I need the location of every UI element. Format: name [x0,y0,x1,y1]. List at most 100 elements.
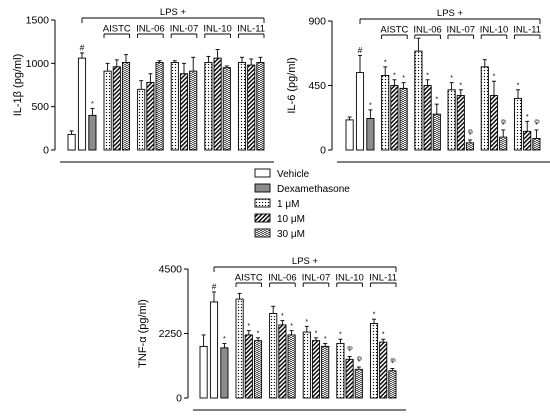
bar [77,57,87,151]
y-tick-label: 500 [31,101,49,113]
bar [278,324,287,399]
bar [170,62,179,151]
significance-mark-rotated: @ [357,356,363,361]
group-label: INL-06 [268,273,297,284]
bar [388,370,397,399]
bar [189,70,198,151]
y-axis-label: IL-6 (pg/ml) [286,57,298,113]
legend-swatch [254,168,271,178]
bar [137,88,146,151]
significance-mark: * [348,349,351,355]
significance-mark-rotated: @ [468,129,474,134]
bar [67,133,76,151]
group-label: AISTC [380,25,408,36]
legend-label: 1 μM [277,199,299,210]
bar [204,62,213,151]
significance-mark: * [382,332,385,339]
significance-mark: * [315,330,318,337]
legend-swatch [254,198,271,208]
bar [146,81,155,151]
significance-mark: * [358,360,361,366]
group-label: AISTC [235,273,263,284]
significance-mark: * [393,72,396,79]
y-tick-label: 4500 [159,264,183,276]
legend: Vehicle Dexamethasone 1 μM 10 μM 30 μM [254,168,350,240]
bar [379,341,388,399]
y-tick-label: 2250 [159,328,183,340]
y-tick-label: 1500 [26,15,50,27]
significance-mark: * [339,332,342,339]
group-label: INL-07 [302,273,331,284]
group-label: INL-07 [170,24,199,35]
legend-item: 1 μM [254,198,299,210]
bar [456,95,465,151]
significance-mark: * [517,82,520,89]
group-label: INL-10 [480,25,509,36]
bar [489,95,499,151]
group-label: INL-10 [203,24,232,35]
significance-mark: * [459,82,462,89]
bar [366,118,375,151]
bar [465,142,475,151]
significance-mark: * [450,75,453,82]
bar [423,85,432,151]
legend-item: Vehicle [254,168,310,180]
group-label: INL-11 [513,25,541,36]
significance-mark: * [502,123,505,129]
bar [287,334,296,399]
y-tick-label: 0 [176,393,182,405]
bar [237,62,247,151]
significance-mark: * [324,336,327,343]
legend-item: 10 μM [254,213,305,225]
bar [88,114,97,151]
significance-mark: * [257,330,260,337]
legend-item: Dexamethasone [254,183,350,195]
bar [235,298,244,399]
significance-mark: * [290,323,293,330]
y-tick-label: 450 [308,80,326,92]
significance-mark: * [526,114,529,121]
bar [253,340,263,399]
bar [213,57,222,151]
bar [112,66,121,151]
bar [336,343,345,399]
significance-mark: * [391,361,394,367]
bar [311,340,321,399]
significance-mark: * [373,312,376,319]
bar [121,62,131,151]
bar [209,301,219,399]
significance-mark: * [384,59,387,66]
significance-mark: * [535,123,538,129]
significance-mark: * [369,102,372,109]
bar [381,75,390,151]
y-tick-label: 900 [308,16,326,28]
bar [155,62,164,151]
bar [523,130,532,151]
bar [321,345,330,399]
bar [302,331,311,399]
bar [399,87,408,151]
bar [532,138,541,151]
significance-mark: * [281,313,284,320]
y-axis-label: IL-1β (pg/ml) [12,54,24,117]
lps-label: LPS + [160,7,187,18]
bar [355,72,365,151]
legend-swatch [254,228,271,238]
significance-mark: # [80,42,85,52]
lps-label: LPS + [292,256,319,267]
significance-mark: * [223,336,226,343]
significance-mark-rotated: @ [534,119,540,124]
legend-label: Vehicle [277,169,310,180]
bar [354,368,363,399]
chart-panel-1: 0 500 1000 1500 IL-1β (pg/ml) # * AISTC INL-06 IN… [12,7,274,163]
significance-mark-rotated: @ [348,345,354,350]
lps-label: LPS + [437,8,464,19]
significance-mark: * [305,319,308,326]
bar [513,97,523,151]
charts-layer: 0 500 1000 1500 IL-1β (pg/ml) # * AISTC INL-06 IN… [12,7,550,411]
group-label: INL-10 [335,273,364,284]
significance-mark: # [358,45,363,55]
legend-label: 10 μM [277,214,305,225]
